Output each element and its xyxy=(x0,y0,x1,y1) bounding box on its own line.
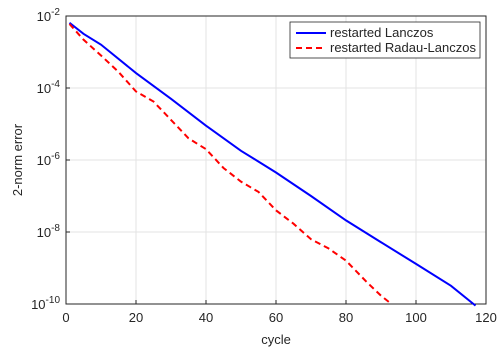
y-tick-label: 10-10 xyxy=(31,295,60,312)
x-tick-label: 60 xyxy=(269,310,283,325)
tick-exponent: -10 xyxy=(46,295,61,306)
y-tick-label: 10-4 xyxy=(37,79,61,96)
tick-exponent: -6 xyxy=(51,151,60,162)
tick-exponent: -8 xyxy=(51,223,60,234)
tick-base: 10 xyxy=(37,81,51,96)
x-tick-label: 20 xyxy=(129,310,143,325)
line-series xyxy=(68,21,477,307)
y-tick-label: 10-6 xyxy=(37,151,61,168)
tick-base: 10 xyxy=(31,297,45,312)
axes-box xyxy=(65,15,487,305)
tick-base: 10 xyxy=(37,153,51,168)
y-tick-label: 10-2 xyxy=(37,7,61,24)
x-tick-label: 100 xyxy=(405,310,427,325)
tick-base: 10 xyxy=(37,9,51,24)
x-axis-label: cycle xyxy=(261,332,291,347)
tick-exponent: -4 xyxy=(51,79,60,90)
tick-exponent: -2 xyxy=(51,7,60,18)
legend-label: restarted Radau-Lanczos xyxy=(330,40,476,55)
legend-label: restarted Lanczos xyxy=(330,25,434,40)
tick-base: 10 xyxy=(37,225,51,240)
line-series xyxy=(68,23,393,305)
x-tick-label: 120 xyxy=(475,310,497,325)
x-tick-label: 40 xyxy=(199,310,213,325)
x-tick-label: 0 xyxy=(62,310,69,325)
y-axis-label: 2-norm error xyxy=(10,123,25,196)
legend-box xyxy=(289,21,481,59)
x-tick-label: 80 xyxy=(339,310,353,325)
y-tick-label: 10-8 xyxy=(37,223,61,240)
